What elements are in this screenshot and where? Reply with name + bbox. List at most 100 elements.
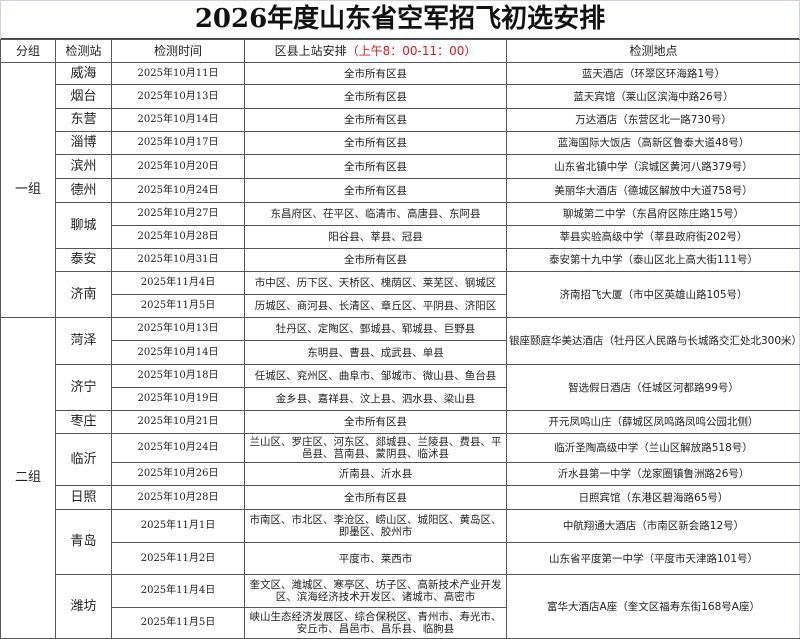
station-name: 日照 (55, 485, 112, 510)
session-districts: 全市所有区县 (244, 154, 507, 179)
session-districts: 任城区、兖州区、曲阜市、邹城市、微山县、鱼台县 (244, 364, 507, 388)
station-location: 万达酒店（东营区北一路730号） (506, 108, 800, 132)
station-name: 济宁 (55, 364, 112, 411)
station-location: 美丽华大酒店（德城区解放中大道758号） (506, 178, 800, 203)
session-districts: 市南区、市北区、李沧区、崂山区、城阳区、黄岛区、即墨区、胶州市 (244, 509, 507, 543)
session-districts: 沂南县、沂水县 (244, 462, 507, 486)
header-districts-label: 区县上站安排 (274, 44, 347, 58)
table-row: 泰安 2025年10月31日 全市所有区县 泰安第十九中学（泰山区北上高大街111号） (1, 248, 800, 272)
schedule-table: 分组 检测站 检测时间 区县上站安排（上午8：00-11：00） 检测地点 一组… (0, 39, 800, 639)
session-date: 2025年11月5日 (111, 607, 245, 639)
table-row: 一组 威海 2025年10月11日 全市所有区县 蓝天酒店（环翠区环海路1号） (0, 62, 800, 318)
session-date: 2025年10月31日 (111, 248, 245, 272)
session-districts: 全市所有区县 (244, 410, 507, 434)
table-row: 德州 2025年10月24日 全市所有区县 美丽华大酒店（德城区解放中大道758号） (1, 178, 800, 203)
table-row: 东营 2025年10月14日 全市所有区县 万达酒店（东营区北一路730号） (1, 108, 800, 132)
session-date: 2025年10月14日 (111, 108, 245, 132)
header-date: 检测时间 (111, 39, 245, 63)
session-date: 2025年10月20日 (111, 154, 245, 179)
header-station: 检测站 (55, 39, 112, 63)
station-location: 泰安第十九中学（泰山区北上高大街111号） (506, 248, 800, 272)
session-date: 2025年10月26日 (111, 462, 245, 486)
page-title: 2026年度山东省空军招飞初选安排 (1, 1, 799, 39)
station-name: 德州 (55, 178, 112, 203)
session-districts: 兰山区、罗庄区、河东区、郯城县、兰陵县、费县、平邑县、莒南县、蒙阴县、临沭县 (244, 433, 507, 463)
table-row: 济南 2025年11月4日 市中区、历下区、天桥区、槐荫区、莱芜区、钢城区 济南招飞大… (1, 271, 800, 318)
station-name: 淄博 (55, 131, 112, 155)
station-name: 聊城 (55, 202, 112, 249)
session-districts: 全市所有区县 (244, 248, 507, 272)
session-districts: 全市所有区县 (244, 62, 507, 85)
header-districts: 区县上站安排（上午8：00-11：00） (244, 39, 507, 63)
header-row: 分组 检测站 检测时间 区县上站安排（上午8：00-11：00） 检测地点 (0, 39, 800, 63)
session-districts: 平度市、莱西市 (244, 542, 507, 575)
session-date: 2025年10月24日 (111, 433, 245, 463)
session-date: 2025年10月13日 (111, 84, 245, 109)
session-date: 2025年10月18日 (111, 364, 245, 388)
station-name: 济南 (55, 271, 112, 318)
station-name: 潍坊 (55, 574, 112, 639)
table-row: 2025年11月2日 平度市、莱西市 山东省平度第一中学（平度市天津路101号） (1, 542, 800, 575)
session-location: 临沂圣陶高级中学（兰山区解放路518号） (506, 433, 800, 463)
station-name: 青岛 (55, 509, 112, 575)
session-date: 2025年10月11日 (111, 62, 245, 85)
session-districts: 全市所有区县 (244, 131, 507, 155)
session-districts: 全市所有区县 (244, 84, 507, 109)
table-row: 2025年10月14日 东明县、曹县、成武县、单县 (1, 340, 800, 365)
header-time-note: （上午8：00-11：00） (346, 44, 477, 58)
table-row: 2025年11月5日 峡山生态经济发展区、综合保税区、青州市、寿光市、安丘市、昌邑… (1, 607, 800, 639)
session-districts: 阳谷县、莘县、冠县 (244, 225, 507, 249)
session-districts: 峡山生态经济发展区、综合保税区、青州市、寿光市、安丘市、昌邑市、昌乐县、临朐县 (244, 607, 507, 639)
session-districts: 东明县、曹县、成武县、单县 (244, 340, 507, 365)
session-districts: 历城区、商河县、长清区、章丘区、平阴县、济阳区 (244, 294, 507, 318)
table-row: 临沂 2025年10月24日 兰山区、罗庄区、河东区、郯城县、兰陵县、费县、平邑县、… (1, 433, 800, 486)
station-name: 威海 (55, 62, 112, 85)
table-row: 青岛 2025年11月1日 市南区、市北区、李沧区、崂山区、城阳区、黄岛区、即墨区、… (1, 509, 800, 575)
session-districts: 东昌府区、茌平区、临清市、高唐县、东阿县 (244, 202, 507, 226)
header-location: 检测地点 (506, 39, 800, 63)
session-districts: 全市所有区县 (244, 108, 507, 132)
session-location: 聊城第二中学（东昌府区陈庄路15号） (506, 202, 800, 226)
session-location: 山东省平度第一中学（平度市天津路101号） (506, 542, 800, 575)
table-row: 2025年10月19日 金乡县、嘉祥县、汶上县、泗水县、梁山县 (1, 387, 800, 411)
table-row: 滨州 2025年10月20日 全市所有区县 山东省北镇中学（滨城区黄河八路379号） (1, 154, 800, 179)
session-date: 2025年10月21日 (111, 410, 245, 434)
station-name: 泰安 (55, 248, 112, 272)
session-date: 2025年11月1日 (111, 509, 245, 543)
session-date: 2025年10月14日 (111, 340, 245, 365)
station-name: 临沂 (55, 433, 112, 486)
session-date: 2025年11月5日 (111, 294, 245, 318)
table-row: 潍坊 2025年11月4日 奎文区、潍城区、寒亭区、坊子区、高新技术产业开发区、滨海… (1, 574, 800, 639)
station-name: 滨州 (55, 154, 112, 179)
station-location: 开元凤鸣山庄（薛城区凤鸣路凤鸣公园北侧） (506, 410, 800, 434)
session-location: 中航翔通大酒店（市南区新会路12号） (506, 509, 800, 543)
station-location: 银座颐庭华美达酒店（牡丹区人民路与长城路交汇处北300米） (506, 317, 800, 365)
station-location: 日照宾馆（东港区碧海路65号） (506, 485, 800, 510)
station-location: 蓝天宾馆（莱山区滨海中路26号） (506, 84, 800, 109)
station-location: 智选假日酒店（任城区河都路99号） (506, 364, 800, 411)
group-name: 一组 (0, 62, 56, 318)
session-date: 2025年10月17日 (111, 131, 245, 155)
session-districts: 牡丹区、定陶区、鄄城县、郓城县、巨野县 (244, 317, 507, 341)
table-row: 枣庄 2025年10月21日 全市所有区县 开元凤鸣山庄（薛城区凤鸣路凤鸣公园北侧） (1, 410, 800, 434)
session-date: 2025年10月13日 (111, 317, 245, 341)
table-row: 二组 菏泽 2025年10月13日 牡丹区、定陶区、鄄城县、郓城县、巨野县 银座颐庭华美… (0, 317, 800, 639)
session-districts: 全市所有区县 (244, 178, 507, 203)
session-districts: 奎文区、潍城区、寒亭区、坊子区、高新技术产业开发区、滨海经济技术开发区、诸城市、… (244, 574, 507, 608)
table-row: 济宁 2025年10月18日 任城区、兖州区、曲阜市、邹城市、微山县、鱼台县 智选假日… (1, 364, 800, 411)
session-districts: 金乡县、嘉祥县、汶上县、泗水县、梁山县 (244, 387, 507, 411)
station-location: 山东省北镇中学（滨城区黄河八路379号） (506, 154, 800, 179)
station-name: 菏泽 (55, 317, 112, 365)
station-name: 烟台 (55, 84, 112, 109)
station-location: 蓝海国际大饭店（高新区鲁泰大道48号） (506, 131, 800, 155)
session-location: 沂水县第一中学（龙家圈镇鲁洲路26号） (506, 462, 800, 486)
session-date: 2025年10月27日 (111, 202, 245, 226)
station-location: 济南招飞大厦（市中区英雄山路105号） (506, 271, 800, 318)
session-date: 2025年10月28日 (111, 485, 245, 510)
table-row: 聊城 2025年10月27日 东昌府区、茌平区、临清市、高唐县、东阿县 聊城第二中学（… (1, 202, 800, 249)
session-date: 2025年10月28日 (111, 225, 245, 249)
table-row: 日照 2025年10月28日 全市所有区县 日照宾馆（东港区碧海路65号） (1, 485, 800, 510)
session-districts: 全市所有区县 (244, 485, 507, 510)
table-row: 2025年10月26日 沂南县、沂水县 沂水县第一中学（龙家圈镇鲁洲路26号） (1, 462, 800, 486)
